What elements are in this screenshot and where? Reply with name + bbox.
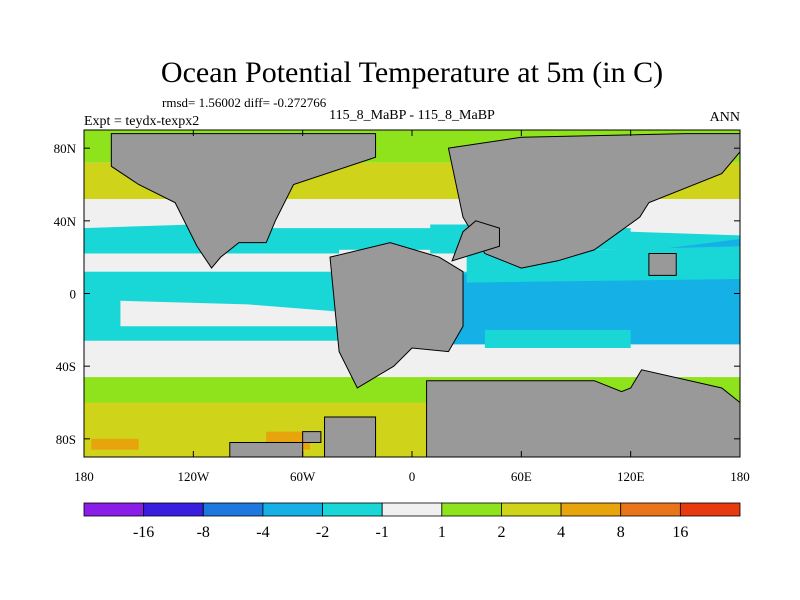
colorbar-swatch [322, 502, 383, 517]
land-antarctic-patch [229, 441, 304, 457]
y-tick-label: 40N [54, 214, 77, 229]
land-south-america [329, 242, 464, 389]
field-patch-5 [484, 329, 631, 348]
colorbar-swatch [262, 502, 323, 517]
left-label: Expt = teydx-texpx2 [84, 114, 199, 129]
field-patch-1 [120, 300, 340, 327]
colorbar-swatch [441, 502, 502, 517]
colorbar-swatch [202, 502, 264, 517]
colorbar-tick-label: 16 [672, 524, 688, 541]
colorbar-swatch [560, 502, 622, 517]
colorbar-swatch [83, 502, 145, 517]
map-field [84, 130, 740, 457]
y-tick-label: 80S [56, 432, 76, 447]
x-tick-label: 180 [74, 469, 94, 484]
land-islands-west [302, 431, 322, 443]
x-tick-label: 120W [177, 469, 210, 484]
x-tick-label: 60W [290, 469, 316, 484]
center-label: 115_8_MaBP - 115_8_MaBP [329, 108, 495, 123]
colorbar-swatch [143, 502, 204, 517]
colorbar-tick-label: -4 [256, 524, 269, 541]
land-north-america [110, 133, 377, 269]
x-tick-label: 180 [730, 469, 750, 484]
colorbar-tick-label: -8 [197, 524, 210, 541]
x-tick-label: 60E [511, 469, 532, 484]
x-tick-label: 120E [617, 469, 645, 484]
land-antarctic-east [324, 416, 377, 457]
stats-text: rmsd= 1.56002 diff= -0.272766 [162, 95, 327, 110]
land-australia-south [426, 369, 740, 457]
y-tick-label: 80N [54, 141, 77, 156]
chart-title: Ocean Potential Temperature at 5m (in C) [161, 56, 663, 89]
colorbar-tick-label: 2 [497, 524, 505, 541]
y-axis: 80N 40N 0 40S 80S [54, 141, 740, 447]
field-patch-10 [91, 438, 139, 450]
colorbar-tick-label: 4 [557, 524, 565, 541]
colorbar-swatch [620, 502, 681, 517]
colorbar-swatch [679, 502, 741, 517]
colorbar-swatch [381, 502, 443, 517]
field-patch-7 [630, 209, 740, 236]
land-india-ish [648, 253, 677, 276]
colorbar-tick-label: -1 [376, 524, 389, 541]
colorbar: -16 -8 -4 -2 -1 1 2 4 8 16 [83, 502, 741, 541]
y-tick-label: 0 [70, 287, 77, 302]
colorbar-tick-label: -2 [316, 524, 329, 541]
y-tick-label: 40S [56, 359, 76, 374]
colorbar-tick-label: 1 [438, 524, 446, 541]
land-eurasia [447, 133, 740, 269]
x-axis: 180 120W 60W 0 60E 120E 180 [74, 130, 750, 484]
right-label: ANN [710, 110, 740, 125]
colorbar-swatch [501, 502, 562, 517]
land-north-africa-mid [451, 220, 500, 262]
x-tick-label: 0 [409, 469, 416, 484]
colorbar-tick-label: 8 [617, 524, 625, 541]
colorbar-tick-label: -16 [133, 524, 154, 541]
